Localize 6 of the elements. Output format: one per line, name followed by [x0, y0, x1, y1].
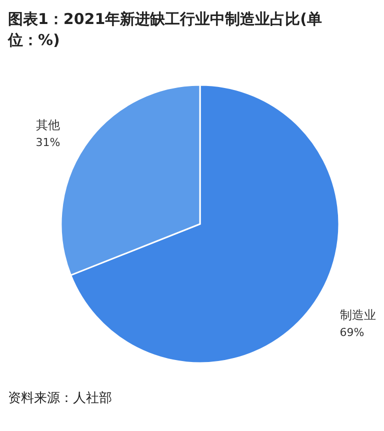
data-label: 31%: [36, 136, 60, 150]
slice-label: 制造业: [340, 308, 376, 322]
chart-title: 图表1：2021年新进缺工行业中制造业占比(单位：%): [7, 10, 322, 49]
text: 资料来源：人社部: [8, 391, 112, 406]
data-label: 69%: [340, 326, 364, 339]
slice-label: 其他: [36, 118, 60, 132]
